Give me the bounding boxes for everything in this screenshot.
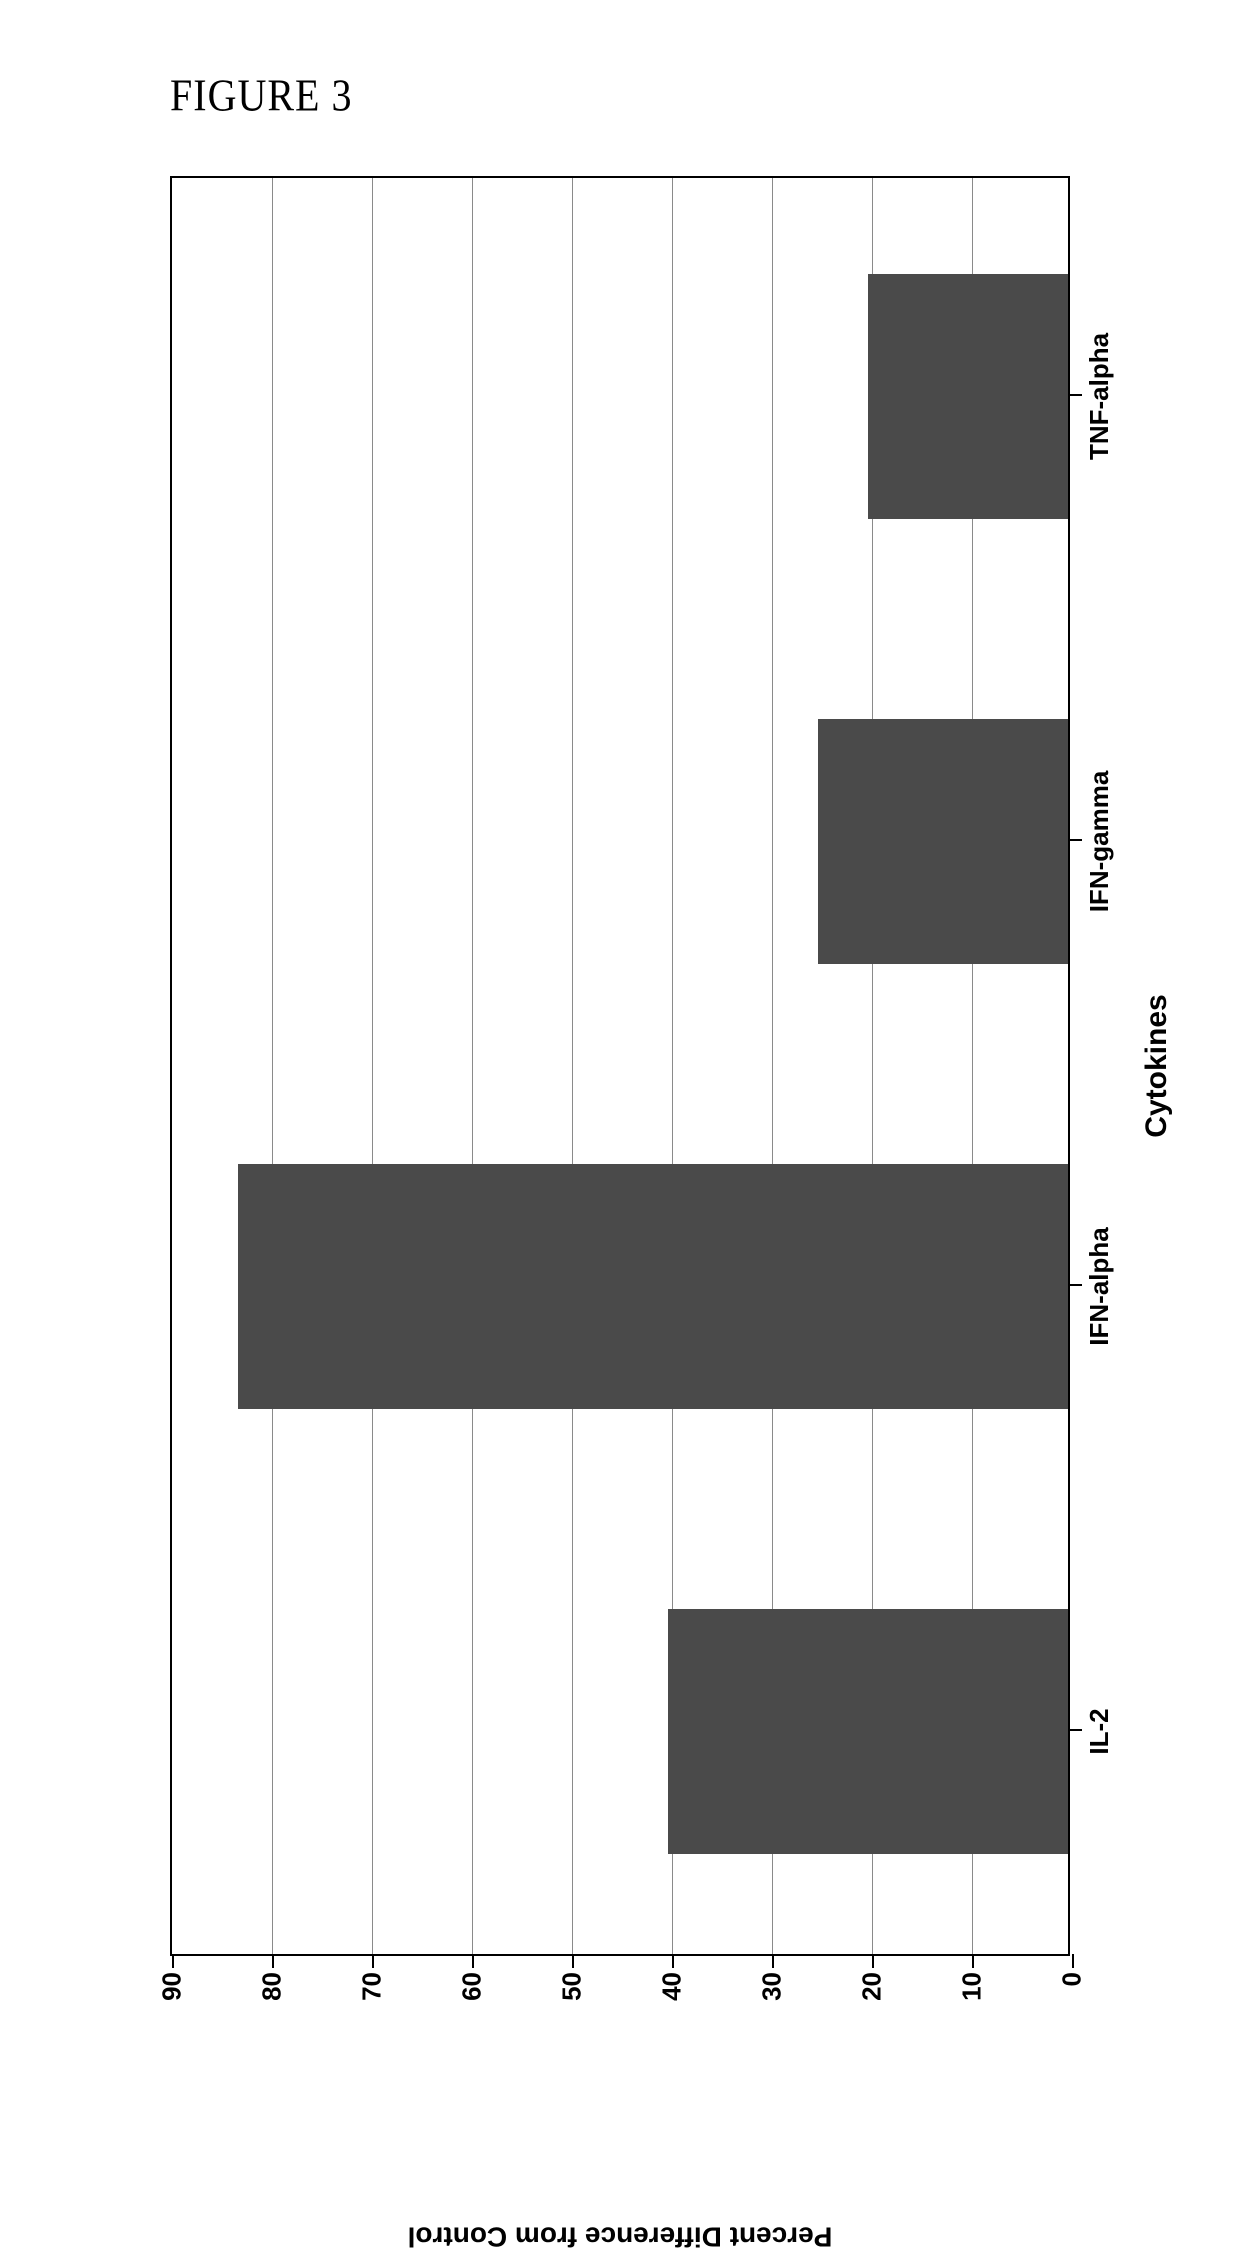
bar xyxy=(868,274,1068,519)
y-tick xyxy=(172,1954,174,1968)
gridline xyxy=(472,178,473,1954)
x-tick xyxy=(1068,840,1082,842)
y-tick-label: 80 xyxy=(257,1972,288,2001)
page: FIGURE 3 Percent Difference from Control… xyxy=(0,0,1240,2133)
figure-title: FIGURE 3 xyxy=(170,68,352,122)
x-tick xyxy=(1068,1730,1082,1732)
y-tick xyxy=(1072,1954,1074,1968)
y-tick-label: 70 xyxy=(357,1972,388,2001)
x-tick-label: TNF-alpha xyxy=(1084,333,1115,460)
y-tick-label: 20 xyxy=(857,1972,888,2001)
y-tick xyxy=(272,1954,274,1968)
y-tick-label: 60 xyxy=(457,1972,488,2001)
bar xyxy=(238,1164,1068,1409)
y-tick xyxy=(372,1954,374,1968)
bar xyxy=(818,719,1068,964)
y-tick xyxy=(472,1954,474,1968)
y-tick-label: 50 xyxy=(557,1972,588,2001)
y-tick xyxy=(572,1954,574,1968)
y-tick xyxy=(972,1954,974,1968)
gridline xyxy=(372,178,373,1954)
x-axis-title: Cytokines xyxy=(1140,994,1174,1137)
x-tick xyxy=(1068,1285,1082,1287)
y-tick-label: 30 xyxy=(757,1972,788,2001)
plot-area: Percent Difference from Control Cytokine… xyxy=(170,176,1070,1956)
x-tick xyxy=(1068,395,1082,397)
y-tick-label: 40 xyxy=(657,1972,688,2001)
gridline xyxy=(572,178,573,1954)
x-tick-label: IFN-gamma xyxy=(1084,771,1115,913)
y-axis-title: Percent Difference from Control xyxy=(408,2220,833,2252)
x-tick-label: IL-2 xyxy=(1084,1708,1115,1754)
y-tick-label: 90 xyxy=(157,1972,188,2001)
y-tick xyxy=(672,1954,674,1968)
x-tick-label: IFN-alpha xyxy=(1084,1227,1115,1345)
y-tick-label: 0 xyxy=(1057,1972,1088,1986)
y-tick xyxy=(872,1954,874,1968)
bar xyxy=(668,1609,1068,1854)
y-tick xyxy=(772,1954,774,1968)
gridline xyxy=(272,178,273,1954)
y-tick-label: 10 xyxy=(957,1972,988,2001)
